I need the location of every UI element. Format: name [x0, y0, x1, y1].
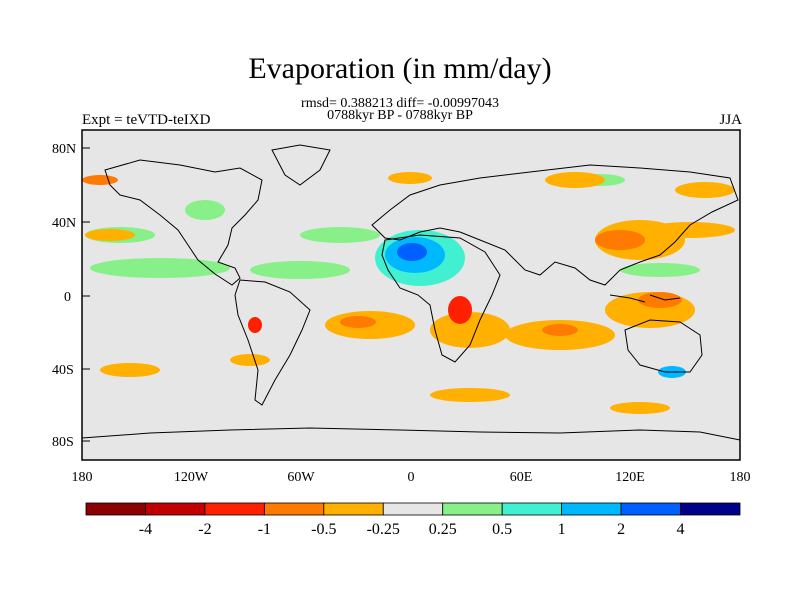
colorbar-label: 0.25 — [429, 521, 457, 538]
y-tick-label: 40N — [52, 216, 76, 231]
coastlines — [81, 144, 741, 441]
stats-line: rmsd= 0.388213 diff= -0.00997043 — [301, 96, 499, 111]
y-tick-label: 80S — [52, 435, 74, 450]
colorbar-label: -0.5 — [311, 521, 336, 538]
colorbar-swatch — [501, 502, 563, 516]
colorbar-swatch — [145, 502, 206, 516]
map-title: Evaporation (in mm/day) — [248, 52, 552, 85]
colorbar-swatch — [85, 502, 146, 516]
colorbar-swatch — [620, 502, 681, 516]
colorbar: -4 -2 -1 -0.5 -0.25 0.25 0.5 1 2 4 — [85, 502, 741, 538]
x-axis: 180 120W 60W 0 60E 120E 180 — [72, 470, 751, 485]
colorbar-label: -1 — [258, 521, 271, 538]
colorbar-swatch — [561, 502, 622, 516]
colorbar-swatch — [323, 502, 384, 516]
colorbar-swatch — [680, 502, 741, 516]
season-label: JJA — [719, 112, 742, 128]
colorbar-label: -4 — [139, 521, 152, 538]
y-axis: 80N 40N 0 40S 80S — [52, 142, 90, 450]
colorbar-label: 4 — [677, 521, 685, 538]
x-tick-label: 60E — [510, 470, 533, 485]
colorbar-label: -2 — [198, 521, 211, 538]
map-panel — [81, 129, 741, 461]
y-tick-label: 80N — [52, 142, 76, 157]
colorbar-swatch — [442, 502, 503, 516]
x-tick-label: 180 — [72, 470, 93, 485]
period-line: 0788kyr BP - 0788kyr BP — [327, 108, 473, 123]
x-tick-label: 60W — [287, 470, 315, 485]
colorbar-swatch — [204, 502, 265, 516]
x-tick-label: 180 — [730, 470, 751, 485]
colorbar-label: -0.25 — [367, 521, 400, 538]
map-frame — [81, 129, 741, 461]
anomaly-fill — [82, 172, 735, 414]
x-tick-label: 120W — [174, 470, 209, 485]
colorbar-label: 2 — [617, 521, 625, 538]
colorbar-swatch — [263, 502, 325, 516]
x-tick-label: 0 — [408, 470, 415, 485]
colorbar-swatch — [382, 502, 444, 516]
colorbar-label: 1 — [558, 521, 566, 538]
y-tick-label: 0 — [64, 290, 71, 305]
experiment-label: Expt = teVTD-teIXD — [82, 112, 211, 128]
y-tick-label: 40S — [52, 363, 74, 378]
colorbar-label: 0.5 — [492, 521, 512, 538]
x-tick-label: 120E — [615, 470, 645, 485]
